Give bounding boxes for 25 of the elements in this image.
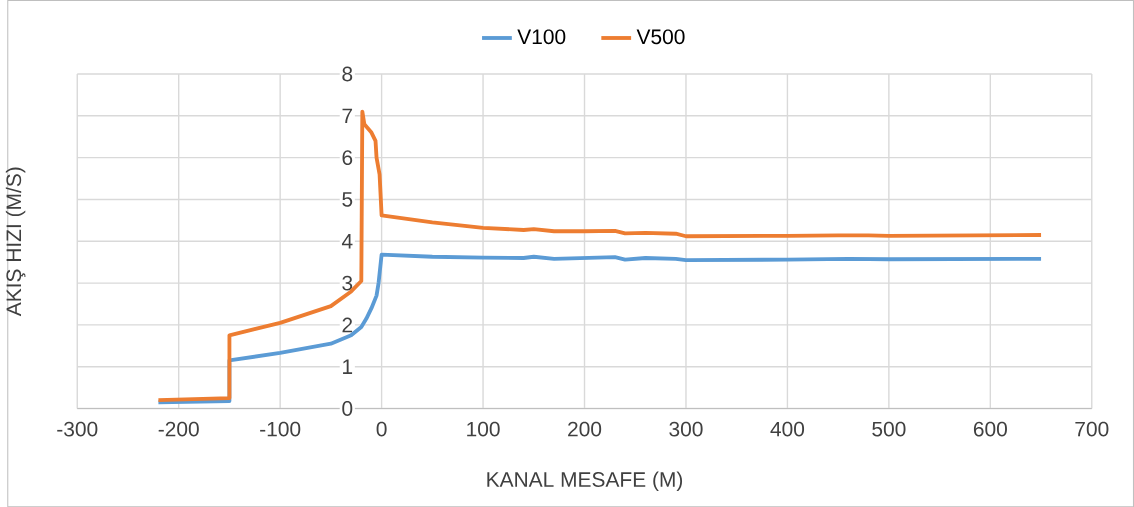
- y-tick-label: 2: [342, 317, 353, 333]
- x-axis-title: KANAL MESAFE (M): [487, 471, 683, 491]
- x-tick-label: 400: [770, 421, 805, 437]
- x-tick-label: 600: [973, 421, 1007, 437]
- y-tick-label: 7: [342, 108, 353, 123]
- y-tick-label: 0: [342, 400, 353, 416]
- y-tick-label: 1: [343, 359, 353, 374]
- y-axis-title: AKIŞ HIZI (M/S): [5, 167, 26, 317]
- y-tick-label: 4: [341, 233, 353, 249]
- y-tick-label: 3: [342, 275, 353, 291]
- y-tick-label: 8: [342, 66, 353, 82]
- x-tick-label: 500: [872, 421, 906, 437]
- x-tick-label: -200: [158, 421, 199, 437]
- x-tick-label: 700: [1075, 421, 1109, 437]
- line-series: [156, 109, 1043, 402]
- legend-label: V100: [517, 29, 566, 45]
- y-tick-label: 6: [342, 150, 353, 165]
- x-tick-label: 100: [467, 421, 500, 437]
- legend-label: V500: [636, 29, 685, 45]
- x-tick-label: -300: [57, 421, 98, 437]
- y-tick-label: 5: [342, 192, 353, 207]
- x-tick-label: -100: [260, 421, 301, 437]
- x-tick-label: 300: [669, 421, 703, 437]
- x-tick-label: 200: [568, 421, 602, 437]
- x-tick-label: 0: [376, 421, 387, 437]
